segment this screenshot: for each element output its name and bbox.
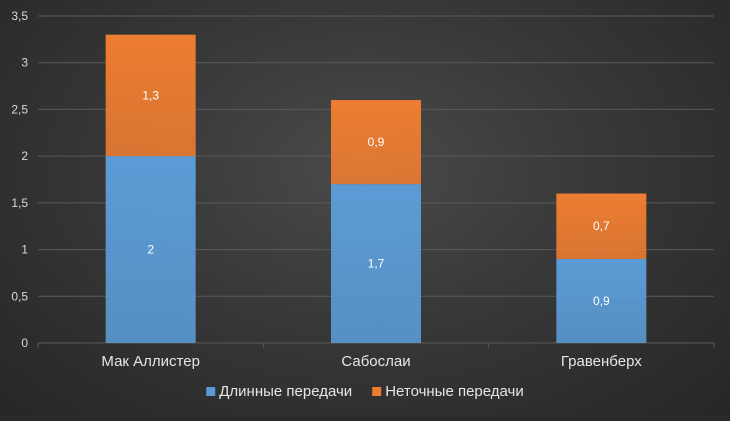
data-label: 0,9: [593, 294, 610, 308]
bar-segment-long-passes: [556, 258, 647, 343]
legend-swatch: [206, 387, 216, 396]
legend: Длинные передачи Неточные передачи: [206, 383, 524, 400]
y-axis-ticks: 0 0,5 1 1,5 2 2,5 3 3,5: [11, 9, 28, 350]
bar-segment-inaccurate-passes: [331, 100, 421, 185]
y-tick-label: 2,5: [11, 102, 28, 116]
data-labels: 2 1,3 1,7 0,9 0,9 0,7: [142, 88, 610, 308]
x-category-label: Гравенберх: [561, 353, 642, 370]
y-tick-label: 2: [21, 149, 28, 163]
data-label: 2: [147, 243, 154, 257]
data-label: 0,7: [593, 219, 610, 233]
y-tick-label: 0: [21, 336, 28, 350]
bar-segment-inaccurate-passes: [556, 193, 647, 259]
y-tick-label: 0,5: [11, 289, 28, 303]
legend-label: Неточные передачи: [385, 383, 524, 400]
y-tick-label: 3: [21, 56, 28, 70]
legend-label: Длинные передачи: [219, 383, 352, 400]
y-tick-label: 1: [21, 243, 28, 257]
bar-segment-long-passes: [105, 156, 196, 343]
data-label: 1,3: [142, 88, 159, 102]
y-tick-label: 3,5: [11, 9, 28, 23]
bars: [105, 34, 647, 343]
legend-swatch: [372, 387, 382, 396]
y-tick-label: 1,5: [11, 196, 28, 210]
x-category-label: Сабослаи: [341, 353, 410, 370]
bar-segment-inaccurate-passes: [105, 34, 196, 157]
bar-segment-long-passes: [331, 184, 421, 343]
data-label: 0,9: [368, 135, 385, 149]
x-axis-categories: Мак Аллистер Сабослаи Гравенберх: [101, 353, 642, 370]
data-label: 1,7: [368, 257, 385, 271]
x-category-label: Мак Аллистер: [101, 353, 200, 370]
